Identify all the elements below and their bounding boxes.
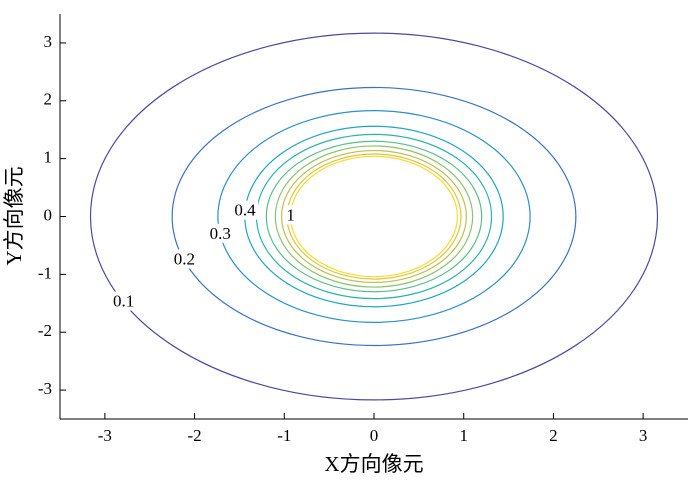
contour-line: [265, 140, 483, 293]
contour-label: 0.3: [210, 224, 231, 243]
x-tick-label: -2: [187, 426, 201, 445]
contour-line: [280, 149, 468, 284]
contour-line: [289, 155, 459, 278]
y-axis-title: Y方向像元: [2, 166, 26, 265]
x-axis-title: X方向像元: [324, 452, 423, 476]
x-tick-label: 1: [459, 426, 468, 445]
contour-label-bg: [284, 205, 297, 225]
contour-label-bg: [232, 200, 259, 220]
y-tick-label: 2: [44, 90, 53, 109]
x-tick-label: 3: [639, 426, 648, 445]
contour-label: 0.2: [174, 250, 195, 269]
y-tick-label: -2: [38, 321, 52, 340]
contour-line: [286, 153, 462, 280]
contour-line: [274, 145, 474, 288]
contour-label: 0.4: [234, 201, 256, 220]
y-tick-label: 3: [44, 32, 53, 51]
x-tick-label: -1: [277, 426, 291, 445]
y-tick-label: -3: [38, 379, 52, 398]
y-tick-label: 0: [44, 205, 53, 224]
contour-line: [244, 125, 504, 308]
contour-line: [171, 86, 577, 347]
contour-line: [217, 110, 531, 323]
contour-label: 0.1: [113, 292, 134, 311]
x-tick-label: 0: [370, 426, 379, 445]
contour-label: 1: [286, 205, 295, 224]
contour-line: [89, 32, 659, 401]
y-tick-label: -1: [38, 263, 52, 282]
contour-label-bg: [171, 249, 197, 269]
contour-label-bg: [207, 223, 233, 243]
y-tick-label: 1: [44, 148, 53, 167]
x-tick-label: 2: [549, 426, 558, 445]
x-tick-label: -3: [98, 426, 112, 445]
contour-label-bg: [111, 291, 137, 311]
